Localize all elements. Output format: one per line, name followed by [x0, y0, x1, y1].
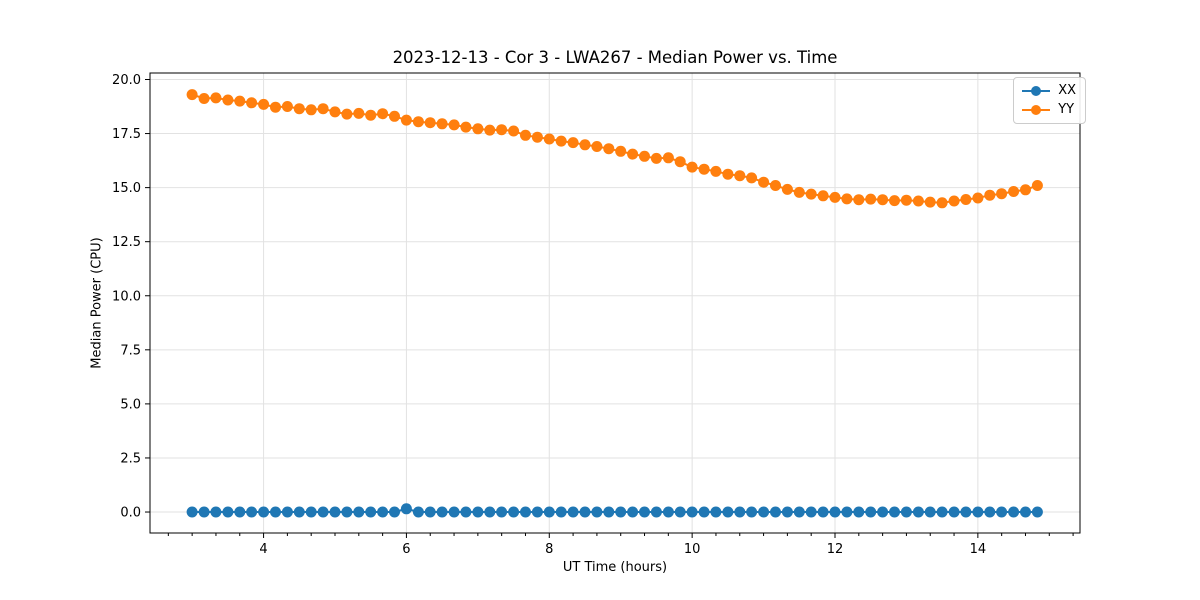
x-tick-label: 8 [545, 542, 553, 557]
legend: XX YY [1013, 77, 1086, 124]
series-XX-markers [186, 503, 1043, 518]
y-tick-label: 17.5 [112, 127, 141, 142]
x-tick-label: 14 [970, 542, 987, 557]
y-tick-label: 20.0 [112, 73, 141, 88]
legend-marker-icon [1022, 105, 1051, 115]
gridlines [150, 73, 1080, 533]
x-tick-label: 4 [259, 542, 267, 557]
legend-label: XX [1058, 83, 1076, 98]
x-tick-label: 10 [684, 542, 701, 557]
y-tick-label: 0.0 [120, 506, 141, 521]
y-tick-label: 10.0 [112, 289, 141, 304]
y-tick-label: 15.0 [112, 181, 141, 196]
x-tick-label: 6 [402, 542, 410, 557]
x-axis [167, 533, 1074, 538]
y-tick-label: 12.5 [112, 235, 141, 250]
x-tick-label: 12 [827, 542, 844, 557]
legend-marker-icon [1022, 86, 1051, 96]
series-YY-markers [186, 89, 1043, 209]
legend-label: YY [1058, 102, 1075, 117]
chart-title: 2023-12-13 - Cor 3 - LWA267 - Median Pow… [392, 48, 838, 67]
y-tick-label: 2.5 [120, 452, 141, 467]
x-axis-label: UT Time (hours) [562, 560, 668, 575]
y-tick-label: 7.5 [120, 343, 141, 358]
series-YY [186, 89, 1043, 209]
series-XX [186, 503, 1043, 518]
legend-item-YY: YY [1021, 102, 1076, 118]
y-axis [145, 78, 150, 513]
plot-spines [149, 72, 1081, 534]
legend-item-XX: XX [1021, 83, 1076, 99]
y-tick-label: 5.0 [120, 397, 141, 412]
